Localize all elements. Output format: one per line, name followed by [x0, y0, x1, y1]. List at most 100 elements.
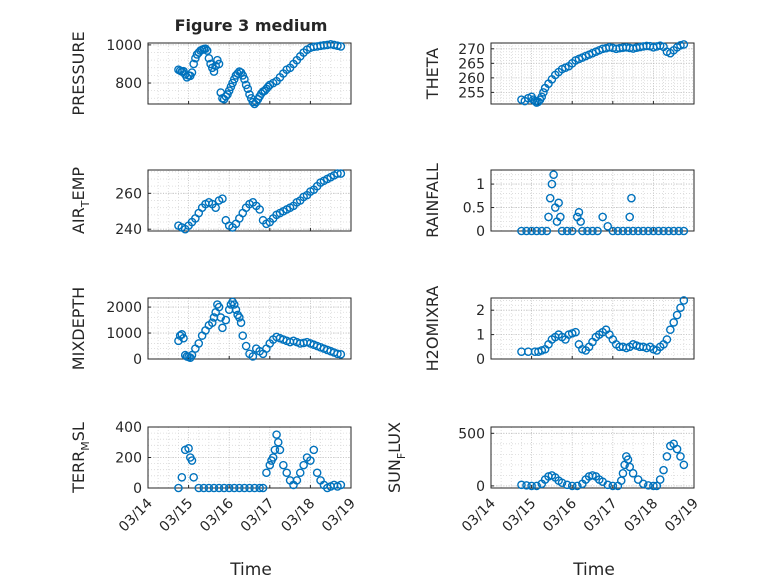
data-point — [255, 205, 264, 214]
data-point — [618, 226, 628, 236]
data-point — [273, 437, 283, 447]
figure-title: Figure 3 medium — [175, 16, 328, 35]
data-point — [628, 226, 638, 236]
y-tick-label: 200 — [115, 451, 142, 467]
data-point — [537, 226, 547, 236]
y-tick-label: 0 — [476, 479, 485, 495]
data-point — [547, 179, 557, 189]
axes-box — [147, 169, 352, 232]
data-point — [189, 473, 198, 482]
data-point — [214, 483, 224, 493]
data-point — [194, 483, 204, 493]
subplot-sun-flux: 03/14 03/15 03/16 03/17 03/18 03/19 0 500 SUNFLU… — [385, 422, 702, 535]
data-point — [662, 452, 672, 461]
data-point — [306, 456, 315, 465]
y-tick-label: 1 — [476, 328, 485, 344]
data-point — [189, 59, 198, 69]
axes-box — [490, 169, 695, 232]
data-point — [574, 207, 584, 217]
data-point — [633, 475, 643, 484]
y-tick-label: 255 — [458, 85, 485, 101]
x-tick-label: 03/19 — [662, 496, 702, 536]
data-point — [554, 198, 563, 208]
y-tick-label: 260 — [115, 186, 142, 202]
data-point — [187, 68, 197, 77]
data-point — [250, 483, 259, 493]
data-point — [177, 473, 187, 482]
x-tick-label: 03/17 — [581, 496, 621, 536]
data-point — [557, 226, 567, 236]
data-point — [211, 203, 220, 212]
data-point — [662, 335, 672, 344]
data-point — [679, 40, 689, 49]
data-point — [255, 483, 264, 493]
data-point — [204, 483, 214, 493]
data-point — [608, 226, 618, 236]
data-point — [292, 476, 302, 485]
data-point — [669, 226, 679, 236]
axes-box — [490, 426, 695, 489]
data-point — [229, 300, 239, 309]
data-point — [184, 444, 193, 453]
data-point — [598, 212, 607, 222]
data-point — [545, 193, 555, 203]
data-point — [676, 41, 685, 50]
y-tick-label: 400 — [115, 420, 142, 436]
data-point — [191, 344, 200, 353]
data-point — [625, 212, 635, 222]
y-axis-label: PRESSURE — [69, 31, 88, 115]
data-point — [279, 460, 288, 470]
data-point — [207, 318, 217, 327]
y-tick-label: 2 — [476, 303, 485, 319]
data-point — [179, 333, 188, 343]
data-point — [218, 323, 227, 333]
x-axis-label-left: Time — [229, 560, 272, 580]
data-point — [275, 445, 285, 455]
y-axis-label: TERRMSL — [69, 422, 92, 494]
data-point — [248, 352, 258, 361]
data-point — [664, 226, 673, 236]
data-point — [679, 460, 689, 470]
y-tick-label: 0 — [133, 352, 142, 368]
data-point — [608, 481, 618, 491]
data-point — [603, 222, 613, 231]
data-point — [567, 481, 577, 491]
data-point — [652, 481, 662, 491]
subplot-rainfall: 0 0.5 1 RAINFALL — [423, 163, 695, 240]
data-point — [258, 483, 268, 493]
data-point — [633, 226, 643, 236]
data-point — [201, 44, 210, 54]
data-point — [174, 483, 183, 493]
subplot-air-temp: 240 260 AIRTEMP — [69, 167, 352, 238]
data-point — [231, 305, 241, 314]
data-point — [649, 226, 658, 236]
y-tick-label: 800 — [115, 76, 142, 92]
data-point — [224, 483, 234, 493]
y-tick-label: 0 — [476, 224, 485, 240]
data-point — [174, 336, 183, 346]
data-point — [567, 226, 577, 236]
data-point — [562, 480, 572, 490]
y-tick-label: 260 — [458, 71, 485, 87]
data-point — [209, 67, 219, 76]
data-point — [236, 318, 246, 327]
data-point — [229, 483, 239, 493]
data-point — [187, 350, 197, 360]
data-point — [245, 483, 254, 493]
data-point — [199, 483, 209, 493]
y-tick-label: 1000 — [106, 326, 142, 342]
data-point — [627, 193, 636, 203]
data-point — [517, 226, 526, 236]
y-axis-label: SUNFLUX — [385, 422, 408, 493]
data-point — [214, 302, 224, 312]
data-point — [238, 331, 248, 340]
subplot-pressure: 800 1000 PRESSURE — [69, 31, 352, 116]
data-point — [295, 468, 305, 478]
data-point — [216, 313, 226, 322]
data-point — [240, 483, 249, 493]
data-point — [532, 226, 541, 236]
data-point — [542, 226, 552, 236]
data-point — [649, 481, 658, 491]
